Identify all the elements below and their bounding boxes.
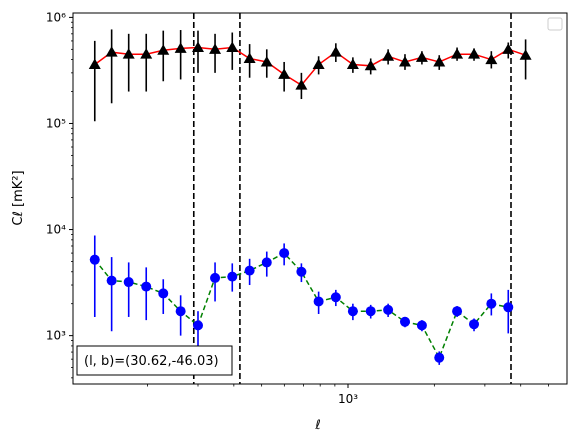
series-1-point-10 bbox=[261, 257, 272, 268]
series-0-point-3 bbox=[140, 48, 153, 59]
series-0-point-5 bbox=[174, 42, 187, 53]
series-1-point-16 bbox=[365, 306, 376, 317]
series-1-point-23 bbox=[486, 298, 497, 309]
series-1-point-15 bbox=[347, 306, 358, 317]
series-0-point-14 bbox=[329, 46, 342, 57]
series-1-point-4 bbox=[158, 288, 169, 299]
series-1-point-22 bbox=[469, 319, 480, 330]
series-1-point-14 bbox=[330, 292, 341, 303]
annotation-text: (l, b)=(30.62,-46.03) bbox=[84, 354, 219, 369]
series-0-point-4 bbox=[157, 44, 170, 55]
series-0-point-8 bbox=[226, 41, 239, 53]
series-0-point-13 bbox=[312, 58, 325, 69]
series-0-point-15 bbox=[346, 58, 359, 69]
series-1-point-18 bbox=[399, 316, 410, 327]
series-1-point-8 bbox=[227, 271, 238, 282]
series-1-point-17 bbox=[383, 304, 394, 315]
plot-frame bbox=[72, 12, 568, 385]
series-1-point-11 bbox=[279, 248, 290, 259]
y-tick-label-3: 10⁶ bbox=[46, 10, 66, 24]
series-0-point-18 bbox=[398, 55, 411, 67]
series-0-point-20 bbox=[433, 55, 446, 67]
series-0-point-10 bbox=[260, 55, 273, 67]
series-0-point-21 bbox=[451, 48, 464, 59]
y-tick-label-0: 10³ bbox=[46, 329, 66, 343]
y-tick-label-2: 10⁵ bbox=[46, 116, 66, 130]
series-0-point-22 bbox=[468, 48, 481, 59]
series-1-point-6 bbox=[192, 320, 203, 331]
x-axis-label: ℓ bbox=[314, 418, 320, 433]
series-1-point-2 bbox=[123, 277, 134, 288]
series-1-point-12 bbox=[296, 266, 307, 277]
series-0-point-24 bbox=[502, 43, 515, 54]
series-1-point-9 bbox=[244, 265, 255, 276]
y-tick-label-1: 10⁴ bbox=[46, 223, 66, 237]
series-1-point-1 bbox=[106, 275, 117, 286]
series-1-point-24 bbox=[503, 302, 514, 313]
series-0-point-19 bbox=[415, 51, 428, 62]
series-0-point-9 bbox=[243, 52, 256, 63]
series-0-point-7 bbox=[209, 43, 222, 54]
series-1-point-5 bbox=[175, 306, 186, 317]
series-0-point-12 bbox=[295, 79, 308, 90]
series-1-point-0 bbox=[89, 254, 100, 265]
series-1-point-21 bbox=[452, 306, 463, 317]
series-0-point-17 bbox=[382, 50, 395, 61]
series-0-point-1 bbox=[105, 46, 118, 57]
series-0-point-6 bbox=[191, 41, 204, 53]
series-0-point-0 bbox=[88, 58, 101, 69]
x-tick-label-0: 10³ bbox=[338, 392, 358, 406]
series-0-point-23 bbox=[485, 53, 498, 65]
series-1-point-19 bbox=[416, 320, 427, 331]
series-0-point-16 bbox=[364, 59, 377, 71]
series-layer bbox=[88, 29, 532, 365]
series-1-point-3 bbox=[141, 281, 152, 292]
series-0-point-11 bbox=[278, 68, 291, 79]
annotation-box: (l, b)=(30.62,-46.03) bbox=[76, 345, 233, 376]
series-1-point-13 bbox=[313, 296, 324, 307]
series-1-point-7 bbox=[210, 272, 221, 283]
legend-box bbox=[547, 17, 563, 31]
series-0-point-2 bbox=[122, 48, 135, 59]
y-axis-label: Cℓ [mK²] bbox=[11, 170, 26, 225]
series-1-point-20 bbox=[434, 352, 445, 363]
series-0-point-25 bbox=[519, 49, 532, 60]
